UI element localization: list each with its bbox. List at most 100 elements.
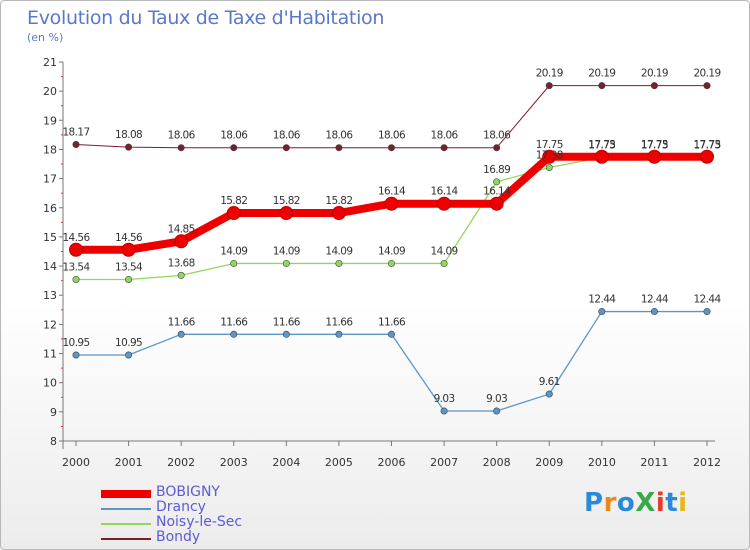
data-label-noisy-le-sec: 13.54 [115,261,143,273]
data-label-drancy: 9.03 [486,393,507,405]
data-label-bobigny: 14.56 [62,232,90,244]
data-label-drancy: 11.66 [168,316,196,328]
data-point-bondy [598,82,606,90]
data-point-bobigny [647,149,662,164]
x-tick-label: 2004 [272,456,300,469]
data-point-bobigny [331,206,346,221]
data-label-drancy: 11.66 [325,316,353,328]
data-label-drancy: 12.44 [588,294,616,306]
data-label-bondy: 20.19 [641,68,668,80]
data-point-drancy [177,330,185,338]
data-label-drancy: 12.44 [641,294,669,306]
data-point-bondy [440,144,448,152]
legend-label-drancy: Drancy [156,499,206,515]
data-label-bobigny: 15.82 [220,195,247,207]
y-tick-label: 8 [50,435,57,448]
x-tick-label: 2006 [378,456,406,469]
data-label-bobigny: 16.14 [483,186,511,198]
data-point-drancy [598,308,606,316]
data-label-noisy-le-sec: 13.54 [62,261,90,273]
data-point-bobigny [384,196,399,211]
y-tick-label: 12 [43,318,57,331]
data-point-noisy-le-sec [72,275,80,283]
data-point-bobigny [226,206,241,221]
data-label-bobigny: 16.14 [431,186,459,198]
legend-label-bondy: Bondy [156,529,201,545]
x-tick-label: 2008 [483,456,511,469]
data-point-bobigny [279,206,294,221]
data-point-bondy [493,144,501,152]
data-label-bondy: 20.19 [536,68,563,80]
y-tick-label: 21 [43,56,57,69]
legend-label-noisy-le-sec: Noisy-le-Sec [156,514,243,530]
data-label-bondy: 18.06 [168,130,196,142]
data-point-drancy [125,351,133,359]
y-tick-label: 13 [43,289,57,302]
data-point-noisy-le-sec [282,259,290,267]
data-label-drancy: 11.66 [378,316,406,328]
y-tick-label: 9 [50,406,57,419]
data-point-noisy-le-sec [440,259,448,267]
data-point-bobigny [121,242,136,257]
data-label-noisy-le-sec: 14.09 [378,245,405,257]
data-point-bobigny [594,149,609,164]
chart-subtitle: (en %) [27,31,64,44]
y-tick-label: 10 [43,377,57,390]
x-tick-label: 2002 [167,456,195,469]
data-label-noisy-le-sec: 17.73 [693,139,720,151]
x-tick-label: 2010 [588,456,616,469]
data-label-bobigny: 17.75 [693,139,720,151]
x-tick-label: 2011 [640,456,668,469]
data-point-drancy [72,351,80,359]
data-label-noisy-le-sec: 14.09 [220,245,247,257]
y-tick-label: 15 [43,231,57,244]
data-label-bondy: 18.06 [378,130,406,142]
data-point-bobigny [69,242,83,257]
chart-title: Evolution du Taux de Taxe d'Habitation [27,7,385,29]
x-tick-label: 2007 [430,456,458,469]
data-label-bondy: 18.06 [483,130,511,142]
data-label-noisy-le-sec: 16.89 [483,164,510,176]
data-point-bobigny [700,149,714,164]
y-tick-label: 18 [43,143,57,156]
data-point-drancy [493,407,501,415]
data-point-bondy [125,143,133,151]
data-label-bondy: 18.06 [273,130,301,142]
data-point-bondy [230,144,238,152]
data-point-drancy [650,308,658,316]
data-point-bobigny [489,196,504,211]
data-label-bobigny: 14.56 [115,232,143,244]
data-point-noisy-le-sec [230,259,238,267]
x-tick-label: 2005 [325,456,353,469]
data-label-bobigny: 17.75 [588,139,615,151]
data-label-noisy-le-sec: 14.09 [273,245,300,257]
y-tick-label: 11 [43,348,57,361]
data-label-drancy: 12.44 [693,294,721,306]
data-point-bondy [650,82,658,90]
data-label-drancy: 11.66 [220,316,248,328]
data-label-drancy: 10.95 [62,337,89,349]
data-label-bobigny: 14.85 [168,223,195,235]
x-tick-label: 2009 [535,456,563,469]
data-label-drancy: 9.03 [434,393,455,405]
x-tick-label: 2000 [62,456,90,469]
data-label-noisy-le-sec: 13.68 [168,257,195,269]
data-label-bobigny: 15.82 [273,195,300,207]
data-point-drancy [230,330,238,338]
data-label-bobigny: 15.82 [325,195,352,207]
y-tick-label: 17 [43,173,57,186]
y-tick-label: 19 [43,114,57,127]
y-tick-label: 16 [43,202,57,215]
data-label-drancy: 9.61 [539,376,560,388]
data-point-noisy-le-sec [335,259,343,267]
data-label-noisy-le-sec: 17.38 [536,150,563,162]
data-point-noisy-le-sec [387,259,395,267]
data-point-drancy [282,330,290,338]
data-label-bondy: 18.06 [325,130,353,142]
y-tick-label: 14 [43,260,57,273]
data-point-bondy [72,141,80,149]
data-label-bobigny: 17.75 [641,139,668,151]
data-point-noisy-le-sec [545,164,553,172]
